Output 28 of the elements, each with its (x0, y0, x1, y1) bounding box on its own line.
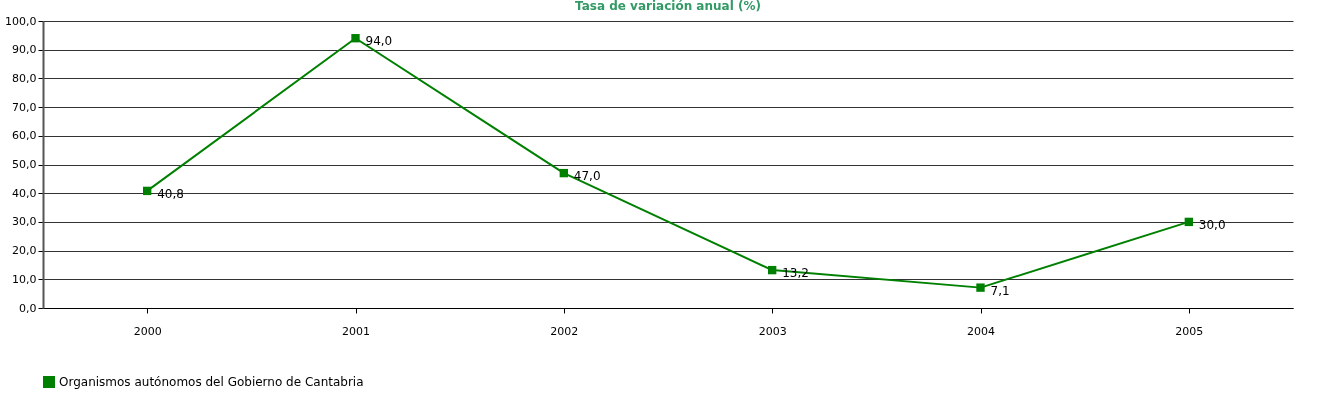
data-label: 7,1 (990, 283, 1010, 298)
y-tick-label: 100,0 (5, 14, 37, 28)
y-tick-label: 90,0 (12, 43, 37, 57)
y-tick-label: 40,0 (12, 186, 37, 200)
y-tick-label: 10,0 (12, 272, 37, 286)
y-tick-label: 0,0 (19, 301, 37, 315)
data-label: 94,0 (365, 34, 393, 49)
point (142, 186, 152, 196)
y-tick-label: 50,0 (12, 158, 37, 171)
chart-title: Tasa de variación anual (%) (575, 0, 761, 13)
point (1184, 217, 1194, 227)
x-tick-label: 2002 (550, 324, 579, 338)
y-tick-label: 60,0 (12, 129, 37, 143)
point (559, 168, 569, 178)
y-tick-label: 20,0 (12, 244, 37, 258)
x-tick-label: 2000 (133, 324, 162, 338)
legend-label: Organismos autónomos del Gobierno de Cantabria (59, 375, 364, 389)
x-tick-label: 2004 (967, 324, 995, 338)
point (976, 283, 985, 292)
y-tick-label: 80,0 (12, 71, 37, 85)
x-tick-label: 2005 (1175, 324, 1204, 338)
point (351, 34, 360, 43)
x-tick-label: 2001 (342, 324, 370, 338)
point (767, 265, 777, 275)
data-label: 47,0 (573, 169, 601, 184)
x-tick-label: 2003 (758, 324, 787, 338)
y-tick-label: 70,0 (12, 100, 37, 114)
y-tick-label: 30,0 (12, 215, 37, 229)
